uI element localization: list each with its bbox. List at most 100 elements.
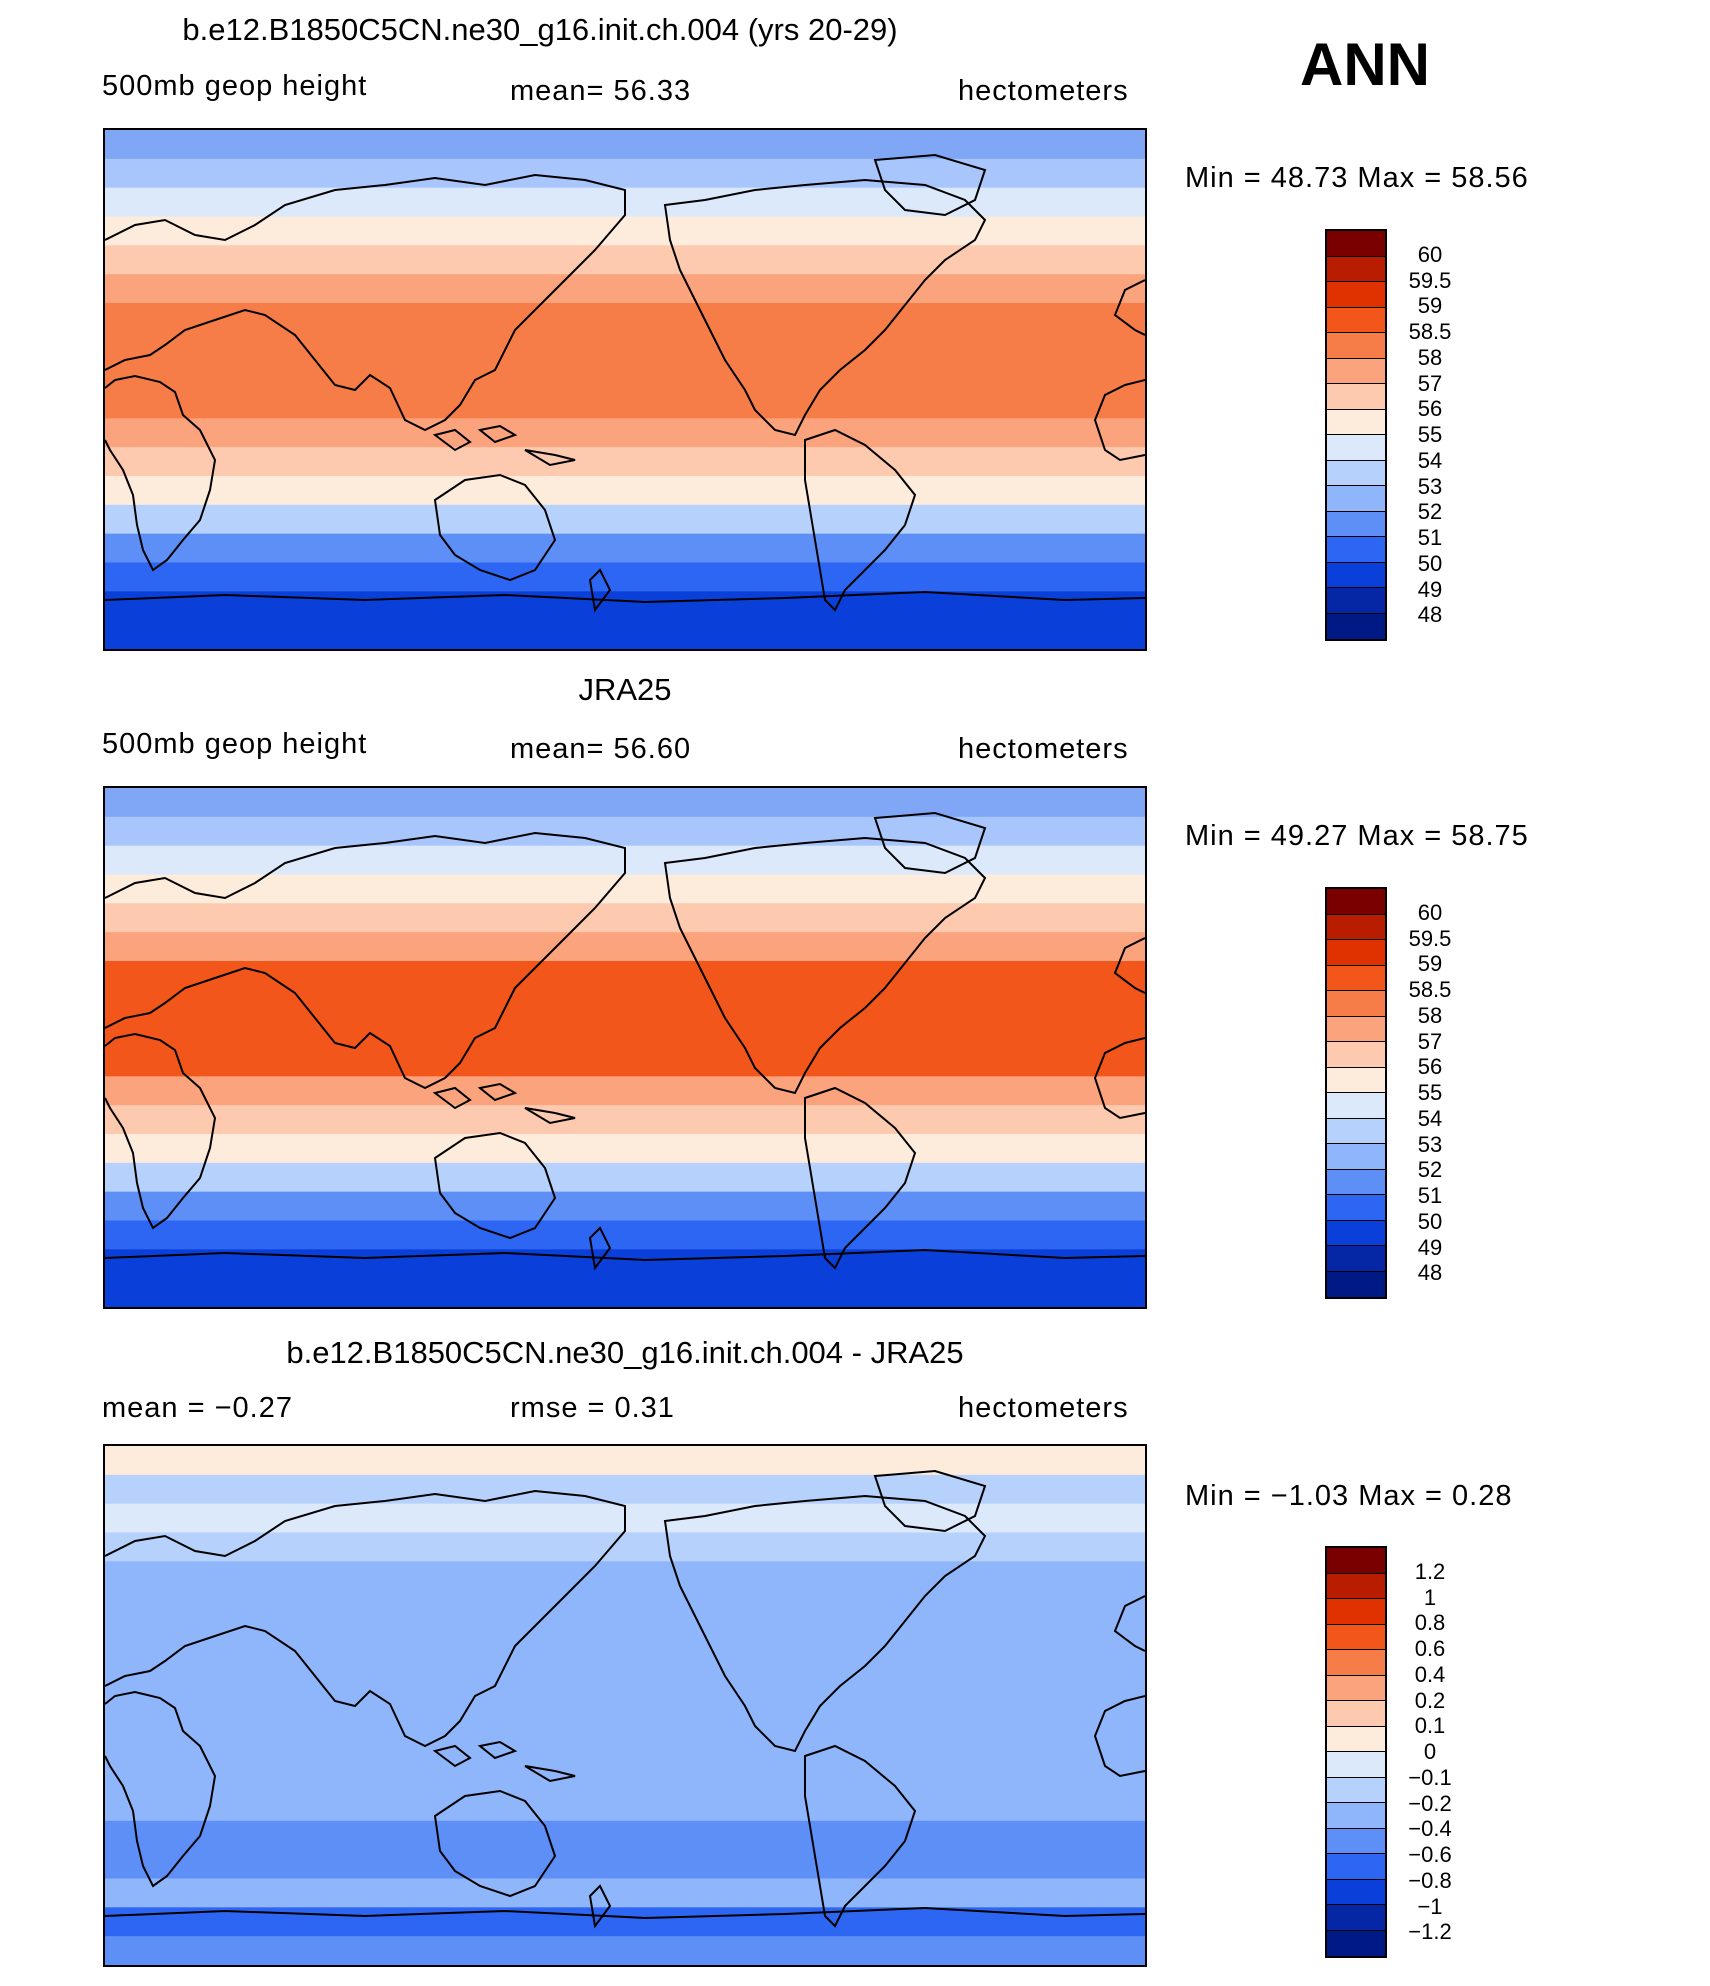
colorbar-label: 0.8: [1414, 1610, 1446, 1636]
map-contour-band: [105, 1018, 1145, 1049]
map-contour-band: [105, 788, 1145, 818]
coastline: [1093, 1695, 1145, 1778]
panel-2-variable-label: 500mb geop height: [102, 728, 368, 760]
panel-1-map: [103, 128, 1147, 651]
panel-1-units-label: hectometers: [958, 75, 1129, 107]
colorbar-label: 1: [1423, 1584, 1437, 1610]
coastline: [663, 1494, 987, 1753]
map-contour-band: [105, 1619, 1145, 1649]
map-contour-band: [105, 303, 1145, 333]
map-contour-band: [105, 274, 1145, 304]
colorbar-label: 58.5: [1408, 319, 1452, 344]
colorbar-swatch: [1327, 1803, 1385, 1829]
panel-3-title: b.e12.B1850C5CN.ne30_g16.init.ch.004 - J…: [286, 1335, 964, 1370]
map-contour-band: [105, 620, 1145, 649]
colorbar-label: 52: [1417, 499, 1443, 525]
map-contour-band: [105, 418, 1145, 449]
panel-3-units-label: hectometers: [958, 1392, 1129, 1424]
coastline: [433, 473, 557, 582]
colorbar-label: 51: [1417, 1183, 1443, 1208]
colorbar-swatch: [1327, 914, 1385, 940]
map-contour-band: [105, 1820, 1145, 1851]
map-contour-band: [105, 1047, 1145, 1078]
coastline: [804, 1744, 917, 1928]
map-contour-band: [105, 816, 1145, 847]
colorbar-label: 49: [1417, 1234, 1443, 1260]
map-contour-band: [105, 932, 1145, 962]
map-contour-band: [105, 533, 1145, 564]
colorbar-swatch: [1327, 889, 1385, 915]
coastline: [105, 831, 626, 1090]
colorbar-label: 60: [1417, 899, 1443, 925]
panel-3-map: [103, 1444, 1147, 1967]
colorbar-label: 49: [1417, 576, 1443, 602]
map-contour-band: [105, 1162, 1145, 1193]
coastline: [1113, 937, 1145, 994]
colorbar-label: −1: [1417, 1893, 1443, 1919]
map-contour-band: [105, 1936, 1145, 1965]
colorbar-label: 56: [1417, 1054, 1443, 1080]
panel-2-units-label: hectometers: [958, 733, 1129, 765]
colorbar-swatch: [1327, 1650, 1385, 1676]
colorbar-label: −0.1: [1408, 1764, 1452, 1790]
map-contour-band: [105, 1561, 1145, 1592]
colorbar-label: −0.4: [1408, 1816, 1452, 1842]
colorbar-swatch: [1327, 1042, 1385, 1068]
panel-3-rmse-label: rmse = 0.31: [510, 1392, 675, 1424]
panel-1-colorbar: [1325, 229, 1387, 641]
colorbar-label: 0.2: [1414, 1687, 1446, 1713]
coastline: [105, 1248, 1145, 1262]
colorbar-label: 48: [1417, 602, 1443, 628]
colorbar-swatch: [1327, 435, 1385, 461]
colorbar-swatch: [1327, 537, 1385, 563]
colorbar-swatch: [1327, 1271, 1385, 1297]
map-contour-band: [105, 562, 1145, 593]
map-contour-band: [105, 1076, 1145, 1107]
colorbar-swatch: [1327, 1118, 1385, 1144]
map-contour-band: [105, 1676, 1145, 1707]
colorbar-label: 0.4: [1414, 1661, 1446, 1687]
colorbar-swatch: [1327, 1726, 1385, 1752]
map-contour-band: [105, 130, 1145, 160]
colorbar-label: 58: [1417, 1002, 1443, 1028]
colorbar-swatch: [1327, 486, 1385, 512]
colorbar-swatch: [1327, 1854, 1385, 1880]
panel-2-colorbar: [1325, 887, 1387, 1299]
colorbar-swatch: [1327, 1067, 1385, 1093]
panel-3-min-max: Min = −1.03 Max = 0.28: [1185, 1480, 1513, 1512]
colorbar-swatch: [1327, 460, 1385, 486]
coastline: [804, 428, 917, 612]
coastline: [432, 424, 576, 467]
map-contour-band: [105, 903, 1145, 934]
coastline: [433, 1131, 557, 1240]
coastline: [105, 173, 626, 432]
colorbar-swatch: [1327, 1701, 1385, 1727]
coastline: [105, 1032, 217, 1230]
coastline: [432, 1082, 576, 1125]
coastline: [1093, 1037, 1145, 1120]
map-contour-band: [105, 1191, 1145, 1222]
colorbar-label: 58.5: [1408, 977, 1452, 1002]
colorbar-swatch: [1327, 613, 1385, 639]
colorbar-swatch: [1327, 1777, 1385, 1803]
panel-3-mean-label: mean = −0.27: [102, 1392, 293, 1424]
panel-2-title: JRA25: [578, 672, 672, 707]
map-contour-band: [105, 1849, 1145, 1880]
colorbar-swatch: [1327, 409, 1385, 435]
colorbar-swatch: [1327, 511, 1385, 537]
colorbar-swatch: [1327, 1573, 1385, 1599]
colorbar-swatch: [1327, 588, 1385, 614]
map-contour-band: [105, 245, 1145, 276]
coastline: [1093, 379, 1145, 462]
colorbar-swatch: [1327, 231, 1385, 257]
colorbar-swatch: [1327, 1675, 1385, 1701]
colorbar-label: 56: [1417, 396, 1443, 422]
colorbar-swatch: [1327, 1624, 1385, 1650]
map-contour-band: [105, 1278, 1145, 1307]
colorbar-label: 52: [1417, 1157, 1443, 1183]
coastline: [105, 374, 217, 572]
colorbar-label: −0.2: [1408, 1790, 1452, 1816]
season-label: ANN: [1300, 31, 1430, 98]
panel-2-map: [103, 786, 1147, 1309]
colorbar-swatch: [1327, 333, 1385, 359]
